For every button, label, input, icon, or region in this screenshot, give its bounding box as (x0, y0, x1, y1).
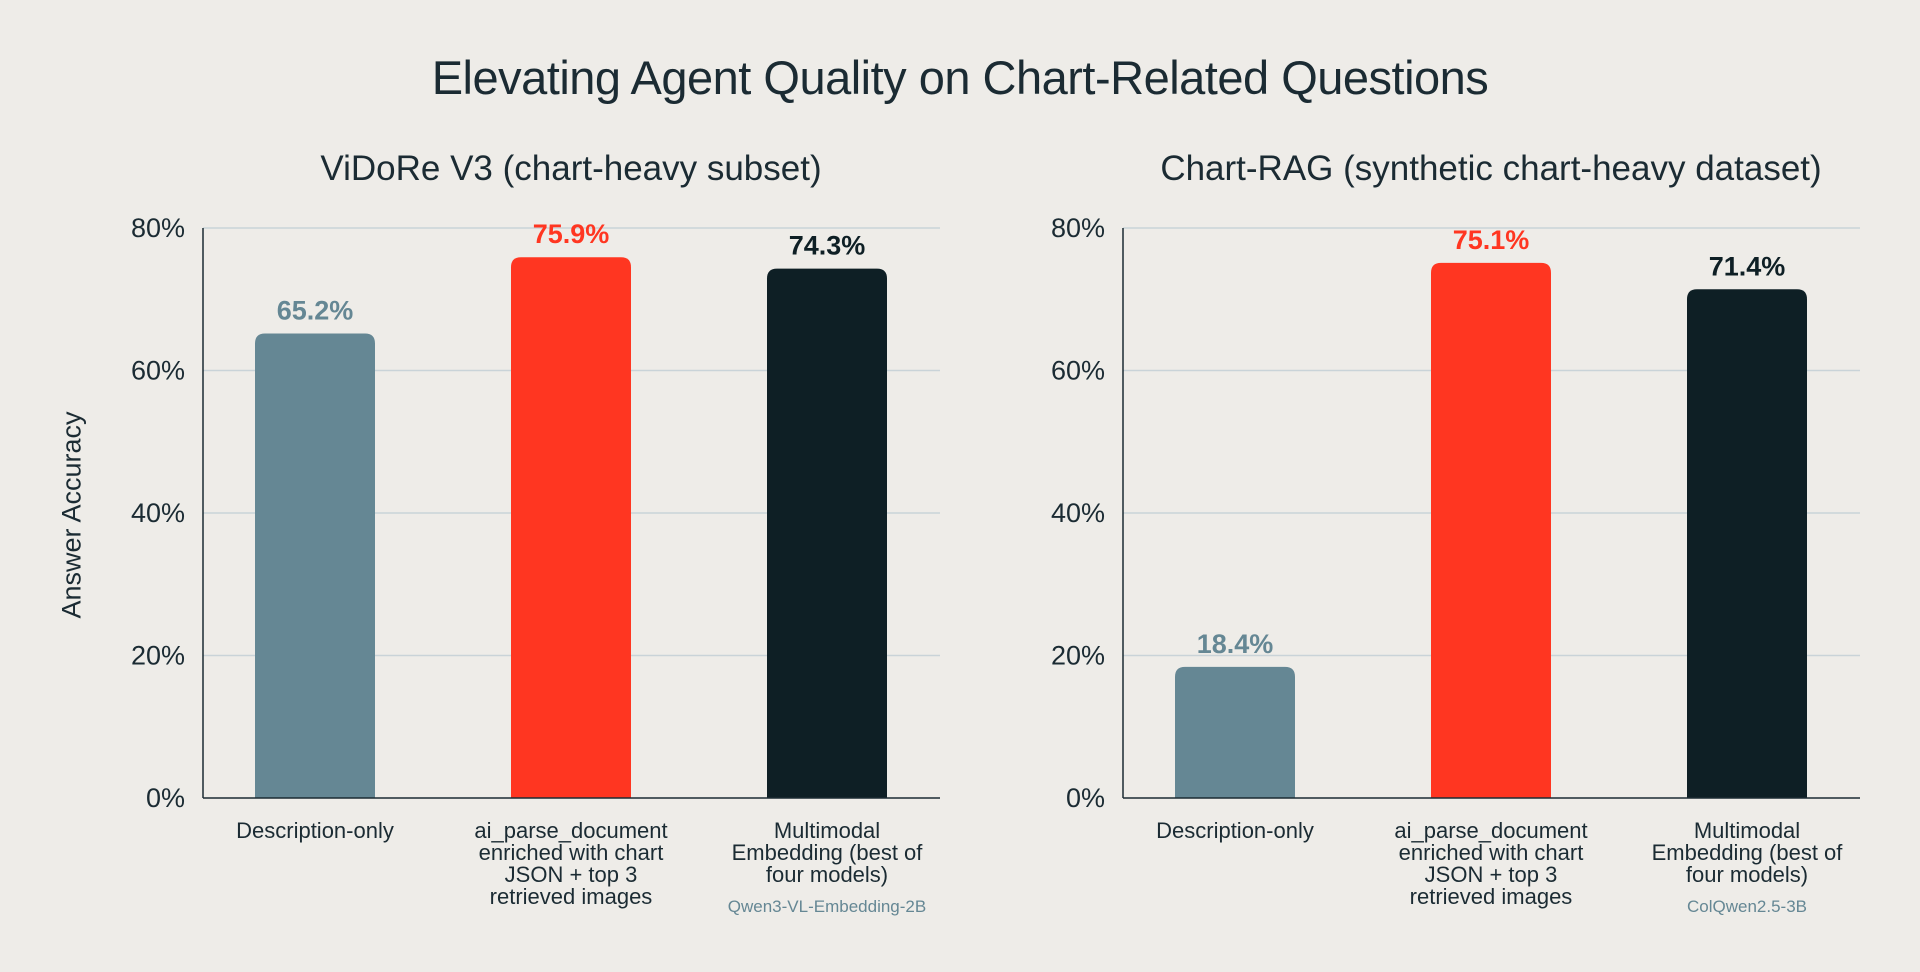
x-tick-label-line: ai_parse_document (1394, 818, 1587, 843)
bar (1687, 289, 1807, 798)
x-tick-label-line: Multimodal (774, 818, 880, 843)
bar (1175, 666, 1295, 798)
data-label: 18.4% (1197, 629, 1274, 659)
chart-panel-2: Chart-RAG (synthetic chart-heavy dataset… (1051, 149, 1860, 916)
bar (1431, 262, 1551, 799)
model-sublabel: Qwen3-VL-Embedding-2B (728, 897, 926, 916)
x-tick-label-line: Multimodal (1694, 818, 1800, 843)
x-tick-label-line: enriched with chart (479, 840, 664, 865)
y-tick-label: 0% (146, 783, 185, 813)
x-tick-label-line: ai_parse_document (474, 818, 667, 843)
y-tick-label: 40% (131, 498, 185, 528)
chart-panel-1: ViDoRe V3 (chart-heavy subset) 0% 20% 40% 60… (131, 149, 940, 916)
x-tick-label: ai_parse_document enriched with chart JSON… (1394, 818, 1587, 909)
data-label: 75.1% (1453, 225, 1530, 255)
figure-title: Elevating Agent Quality on Chart-Related… (431, 51, 1489, 104)
y-tick-label: 20% (131, 641, 185, 671)
x-tick-label-line: enriched with chart (1399, 840, 1584, 865)
data-label: 75.9% (533, 219, 610, 249)
x-tick-label: Multimodal Embedding (best of four models) (1652, 818, 1844, 887)
x-tick-label: ai_parse_document enriched with chart JSON… (474, 818, 667, 909)
data-label: 65.2% (277, 295, 354, 325)
chart-title: ViDoRe V3 (chart-heavy subset) (320, 149, 821, 188)
bar (255, 333, 375, 798)
data-label: 74.3% (789, 231, 866, 261)
y-tick-label: 0% (1066, 783, 1105, 813)
x-tick-label: Description-only (1156, 818, 1314, 843)
x-tick-label-line: JSON + top 3 (1425, 862, 1558, 887)
x-tick-label-line: four models) (1686, 862, 1808, 887)
y-tick-label: 80% (131, 213, 185, 243)
y-tick-label: 60% (1051, 356, 1105, 386)
data-label: 71.4% (1709, 251, 1786, 281)
model-sublabel: ColQwen2.5-3B (1687, 897, 1807, 916)
x-tick-label-line: JSON + top 3 (505, 862, 638, 887)
x-tick-label-line: four models) (766, 862, 888, 887)
y-tick-label: 80% (1051, 213, 1105, 243)
y-tick-label: 40% (1051, 498, 1105, 528)
x-tick-label-line: Embedding (best of (732, 840, 924, 865)
x-tick-label-line: retrieved images (1410, 884, 1573, 909)
x-tick-label: Multimodal Embedding (best of four models) (732, 818, 924, 887)
x-tick-label-line: Description-only (1156, 818, 1314, 843)
y-tick-label: 20% (1051, 641, 1105, 671)
x-tick-label-line: Embedding (best of (1652, 840, 1844, 865)
x-tick-label-line: Description-only (236, 818, 394, 843)
x-tick-label: Description-only (236, 818, 394, 843)
bar (767, 268, 887, 798)
x-tick-label-line: retrieved images (490, 884, 653, 909)
bar (511, 257, 631, 798)
chart-title: Chart-RAG (synthetic chart-heavy dataset… (1160, 149, 1821, 188)
y-tick-label: 60% (131, 356, 185, 386)
